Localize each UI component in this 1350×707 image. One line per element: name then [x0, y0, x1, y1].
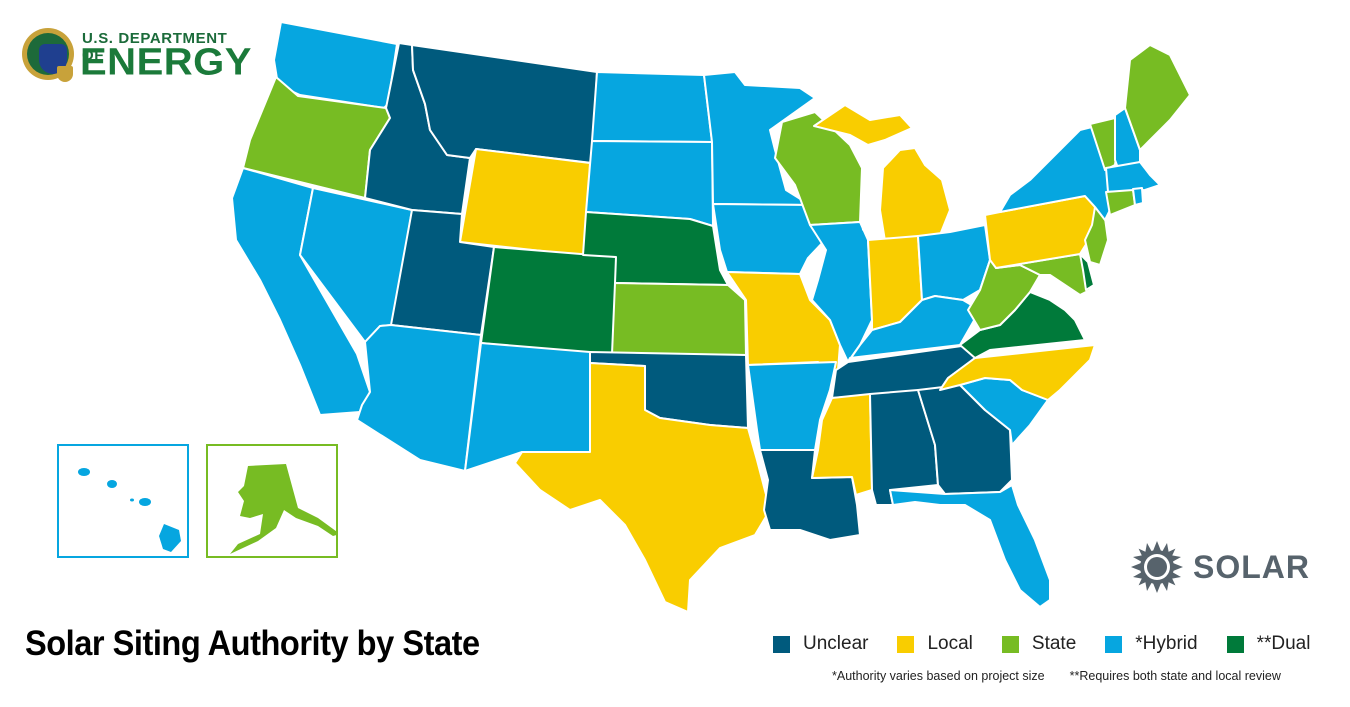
page-title: Solar Siting Authority by State	[25, 624, 480, 663]
legend-item-local: Local	[897, 633, 973, 655]
state-OH	[917, 224, 991, 301]
logo-department-text: U.S. DEPARTMENT OF	[82, 30, 228, 64]
state-CO	[480, 246, 619, 358]
lake-michigan	[860, 160, 882, 240]
state-MI	[879, 147, 951, 242]
alaska-map	[230, 464, 340, 554]
state-RI	[1132, 187, 1144, 206]
solar-brand: SOLAR	[1131, 541, 1310, 593]
legend-item-state: State	[1001, 633, 1077, 655]
legend-item-hybrid: *Hybrid	[1105, 633, 1198, 655]
doe-seal-icon	[22, 28, 74, 82]
legend-label: Unclear	[803, 633, 869, 654]
state-NC	[939, 344, 1096, 401]
hawaii-inset	[57, 444, 189, 558]
legend-swatch-local	[897, 635, 915, 653]
state-CT	[1105, 189, 1136, 216]
legend-label: State	[1031, 633, 1077, 654]
legend-swatch-dual	[1226, 635, 1244, 653]
state-MA	[1105, 161, 1161, 193]
state-NJ	[1084, 206, 1109, 266]
legend-swatch-unclear	[773, 635, 790, 653]
state-AR	[747, 361, 837, 451]
note-hybrid: *Authority varies based on project size	[832, 669, 1045, 683]
legend-item-unclear: Unclear	[773, 633, 868, 655]
legend-label: *Hybrid	[1135, 633, 1198, 654]
solar-label: SOLAR	[1193, 548, 1310, 585]
hawaii-map	[78, 468, 181, 552]
state-DE	[1079, 253, 1095, 291]
state-FL	[889, 484, 1051, 608]
state-KS	[611, 282, 747, 356]
sun-icon	[1131, 541, 1183, 593]
legend-item-dual: **Dual	[1226, 633, 1311, 655]
alaska-inset	[206, 444, 340, 558]
note-dual: **Requires both state and local review	[1069, 669, 1281, 683]
state-MI-UP	[813, 104, 913, 146]
state-ND	[591, 71, 713, 143]
state-MT	[411, 44, 598, 164]
state-ME	[1124, 44, 1191, 151]
state-WY	[459, 148, 591, 257]
legend-label: **Dual	[1256, 633, 1311, 654]
legend-notes: *Authority varies based on project size …	[832, 669, 1281, 683]
legend-swatch-hybrid	[1105, 635, 1123, 653]
legend-label: Local	[927, 633, 973, 654]
state-AZ	[356, 324, 482, 472]
logo-energy-text: ENERGY	[80, 41, 252, 83]
state-MN	[703, 71, 816, 206]
legend-swatch-state	[1001, 635, 1019, 653]
state-IL	[809, 221, 873, 363]
state-TX	[514, 362, 771, 613]
doe-logo: U.S. DEPARTMENT OF ENERGY	[22, 26, 251, 84]
legend: Unclear Local State *Hybrid **Dual	[773, 633, 1310, 655]
